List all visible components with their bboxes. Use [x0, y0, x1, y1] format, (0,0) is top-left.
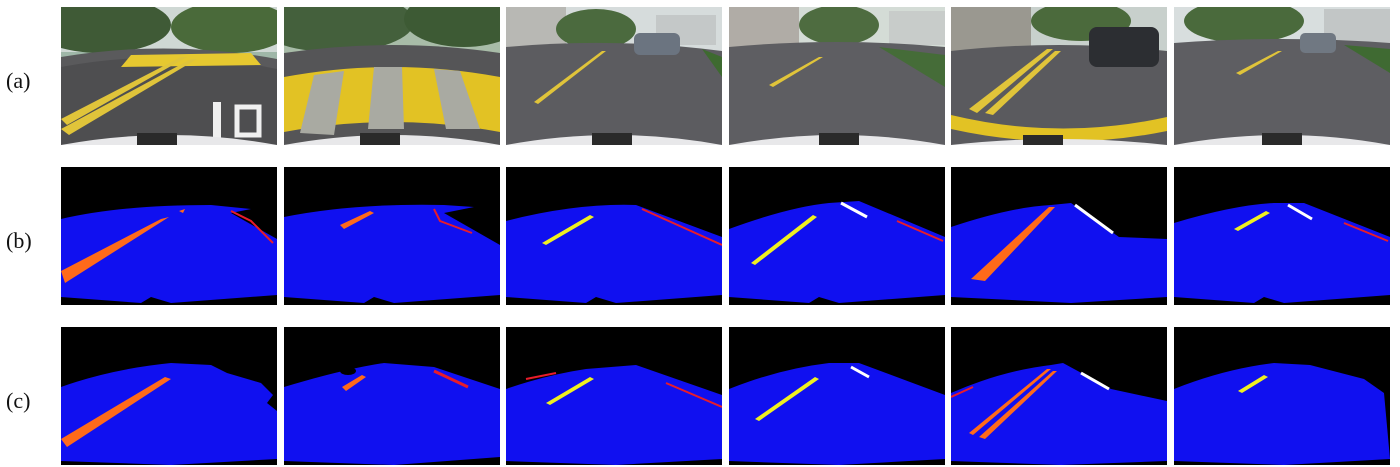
photo-6	[1174, 7, 1390, 145]
gt-mask-6	[1174, 167, 1390, 305]
gt-mask-4	[729, 167, 945, 305]
pred-mask-2	[284, 327, 500, 465]
pred-mask-6	[1174, 327, 1390, 465]
photo-1	[61, 7, 277, 145]
gt-mask-3	[506, 167, 722, 305]
photo-2	[284, 7, 500, 145]
gt-mask-5	[951, 167, 1167, 305]
row-label-b: (b)	[6, 228, 32, 253]
pred-mask-5	[951, 327, 1167, 465]
photo-3	[506, 7, 722, 145]
photo-4	[729, 7, 945, 145]
pred-mask-1	[61, 327, 277, 465]
row-label-c: (c)	[6, 388, 31, 413]
pred-mask-4	[729, 327, 945, 465]
gt-mask-1	[61, 167, 277, 305]
gt-mask-2	[284, 167, 500, 305]
pred-mask-3	[506, 327, 722, 465]
photo-5	[951, 7, 1167, 145]
row-label-a: (a)	[6, 68, 31, 93]
